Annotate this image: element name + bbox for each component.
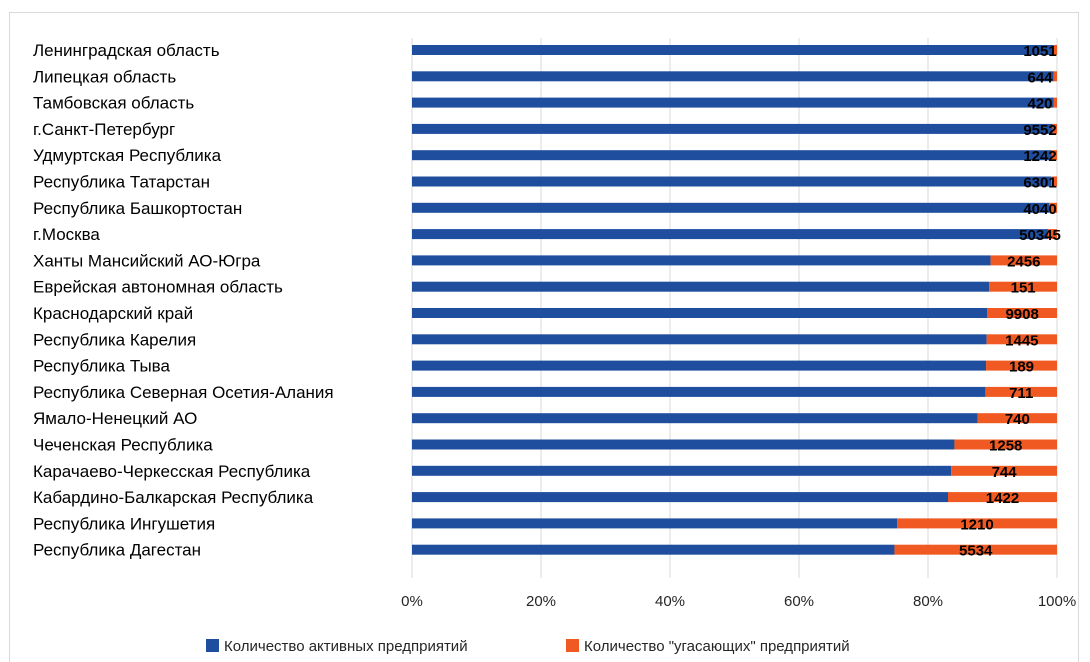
bar-fading [1051,176,1057,187]
bar-fading [986,334,1057,345]
category-label: Республика Ингушетия [33,514,215,533]
category-label: Республика Дагестан [33,541,201,560]
category-label: Липецкая область [33,67,176,86]
legend-swatch [206,639,219,652]
x-tick-label: 60% [784,593,814,610]
data-label: 151 [1011,280,1036,297]
bar-active [412,97,1054,108]
data-label: 189 [1009,359,1034,376]
bar-active [412,176,1052,187]
bar-active [412,255,991,266]
data-label: 4040 [1023,201,1056,218]
category-label: Карачаево-Черкесская Республика [33,462,311,481]
category-label: Республика Северная Осетия-Алания [33,383,334,402]
category-label: Чеченская Республика [33,436,213,455]
bar-active [412,45,1054,55]
bar-active [412,465,952,476]
bar-active [412,123,1053,134]
data-label: 6301 [1023,175,1056,192]
category-label: Республика Башкортостан [33,199,242,218]
x-tick-label: 20% [526,593,556,610]
data-label: 9908 [1005,306,1038,323]
category-label: Удмуртская Республика [33,146,222,165]
x-tick-label: 40% [655,593,685,610]
data-label: 1445 [1005,332,1038,349]
category-label: г.Москва [33,225,100,244]
data-label: 644 [1027,69,1053,86]
bar-active [412,71,1054,82]
bar-fading [954,439,1057,450]
category-label: Ханты Мансийский АО-Югра [33,251,261,270]
bar-fading [989,281,1057,292]
bar-fading [894,544,1057,555]
bar-active [412,202,1050,213]
data-label: 1242 [1023,148,1056,165]
legend-swatch [566,639,579,652]
bar-active [412,229,1048,240]
bar-active [412,439,955,450]
category-label: Кабардино-Балкарская Республика [33,488,314,507]
x-tick-label: 100% [1038,593,1076,610]
data-label: 2456 [1007,253,1040,270]
data-label: 420 [1027,96,1052,113]
category-labels: Ленинградская область Липецкая область Там… [33,41,334,560]
bar-fading [987,308,1057,318]
x-tick-label: 80% [913,593,943,610]
legend: Количество активных предприятий Количеств… [206,638,850,655]
legend-label: Количество "угасающих" предприятий [584,638,850,655]
bar-fading [1051,150,1057,161]
bar-active [412,544,895,555]
category-label: г.Санкт-Петербург [33,120,175,139]
bar-active [412,413,978,424]
legend-label: Количество активных предприятий [224,638,468,655]
category-label: Тамбовская область [33,94,194,113]
bar-active [412,308,988,318]
data-label: 5534 [959,543,993,560]
category-label: Краснодарский край [33,304,193,323]
data-label: 744 [992,464,1018,481]
category-label: Республика Татарстан [33,173,210,192]
data-label: 740 [1005,411,1030,428]
bar-active [412,150,1052,161]
bar-fading [985,386,1057,397]
category-label: Республика Карелия [33,330,196,349]
data-labels: 1051 644 420 9552 1242 6301 4040 50345 2456 151 99… [959,43,1061,560]
x-axis-ticks: 0% 20% 40% 60% 80% 100% [401,593,1076,610]
bar-fading [947,492,1057,503]
bar-fading [1053,97,1057,108]
bar-fading [990,255,1057,266]
data-label: 1210 [960,516,993,533]
category-label: Ямало-Ненецкий АО [33,409,197,428]
bar-fading [1053,71,1057,82]
bar-fading [1053,45,1057,55]
category-label: Ленинградская область [33,41,220,60]
bar-fading [1052,123,1057,134]
data-label: 1422 [986,490,1019,507]
bar-fading [1049,202,1057,213]
x-tick-label: 0% [401,593,423,610]
data-label: 9552 [1023,122,1056,139]
bar-active [412,334,987,345]
bar-active [412,360,987,371]
bar-fading [986,360,1057,371]
bar-active [412,518,898,529]
bar-active [412,386,986,397]
category-label: Еврейская автономная область [33,278,283,297]
bars [412,45,1057,555]
bar-fading [897,518,1057,529]
data-label: 1051 [1023,43,1056,60]
bar-active [412,492,948,503]
bar-active [412,281,990,292]
bar-fading [951,465,1057,476]
bar-fading [1047,229,1057,240]
data-label: 1258 [989,438,1022,455]
bar-fading [977,413,1057,424]
data-label: 50345 [1019,227,1061,244]
category-label: Республика Тыва [33,357,171,376]
data-label: 711 [1009,385,1033,402]
